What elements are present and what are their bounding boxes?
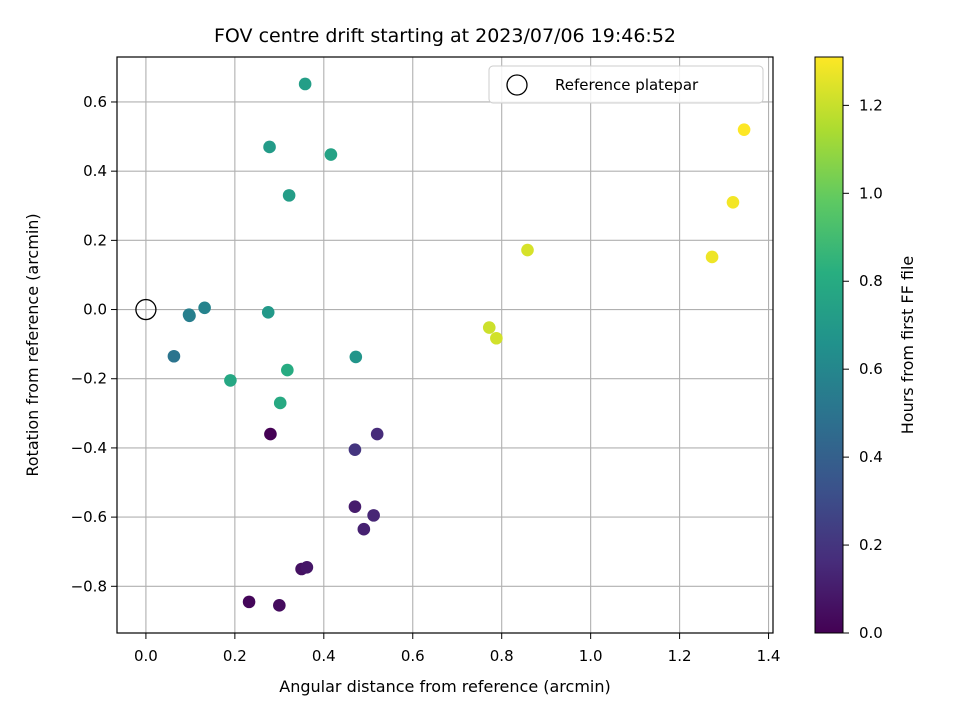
- data-point: [264, 427, 277, 441]
- data-point: [521, 243, 534, 257]
- x-tick-label: 1.4: [757, 647, 781, 665]
- x-tick-label: 1.0: [579, 647, 603, 665]
- data-point: [300, 560, 314, 574]
- colorbar-tick-label: 0.8: [859, 272, 883, 290]
- legend: Reference platepar: [488, 65, 764, 104]
- legend-marker-open-circle: [506, 74, 528, 96]
- y-tick-label: −0.2: [71, 370, 107, 388]
- data-point: [482, 321, 496, 334]
- data-point: [349, 350, 363, 364]
- data-point: [182, 308, 196, 322]
- x-axis-label: Angular distance from reference (arcmin): [279, 677, 610, 696]
- colorbar-ticks: 0.0 0.2 0.4 0.6 0.8 1.0 1.2: [843, 96, 883, 642]
- data-point: [367, 509, 380, 522]
- colorbar-tick-label: 0.0: [859, 624, 883, 642]
- x-tick-label: 1.2: [668, 647, 692, 665]
- colorbar-tick-label: 1.0: [859, 184, 883, 202]
- colorbar: [814, 56, 844, 634]
- data-point: [198, 301, 211, 315]
- plot-frame: [116, 56, 774, 634]
- y-tick-label: −0.6: [71, 508, 107, 526]
- data-point: [282, 189, 296, 202]
- data-point: [490, 331, 503, 345]
- data-point: [348, 443, 362, 456]
- colorbar-tick-label: 0.4: [859, 448, 883, 466]
- data-point: [705, 250, 719, 264]
- data-point: [298, 77, 312, 91]
- grid-lines: [117, 57, 773, 633]
- x-tick-label: 0.8: [490, 647, 514, 665]
- data-point: [370, 427, 384, 441]
- data-point: [726, 195, 740, 209]
- x-tick-label: 0.2: [223, 647, 247, 665]
- data-point: [167, 349, 181, 363]
- colorbar-tick-label: 0.6: [859, 360, 883, 378]
- y-tick-label: 0.0: [83, 301, 107, 319]
- data-point: [273, 599, 286, 612]
- colorbar-tick-label: 1.2: [859, 96, 883, 114]
- colorbar-label: Hours from first FF file: [898, 256, 917, 435]
- legend-box: [488, 65, 764, 104]
- x-tick-label: 0.0: [134, 647, 158, 665]
- colorbar-tick-label: 0.2: [859, 536, 883, 554]
- x-tick-label: 0.4: [312, 647, 336, 665]
- data-point: [737, 123, 751, 136]
- data-point: [261, 306, 275, 319]
- x-axis-ticks: 0.0 0.2 0.4 0.6 0.8 1.0 1.2 1.4: [134, 633, 781, 665]
- legend-label: Reference platepar: [555, 76, 699, 94]
- y-axis-label: Rotation from reference (arcmin): [23, 213, 42, 476]
- data-point: [224, 374, 237, 387]
- y-tick-label: 0.2: [83, 231, 107, 249]
- chart-title: FOV centre drift starting at 2023/07/06 …: [214, 25, 676, 47]
- y-tick-label: −0.8: [71, 577, 107, 595]
- data-point: [348, 500, 362, 514]
- x-tick-label: 0.6: [401, 647, 425, 665]
- data-point: [324, 148, 338, 161]
- data-point: [273, 396, 287, 410]
- data-point: [263, 140, 276, 154]
- data-point: [281, 363, 294, 377]
- y-tick-label: 0.4: [83, 162, 107, 180]
- y-axis-ticks: −0.8 −0.6 −0.4 −0.2 0.0 0.2 0.4 0.6: [71, 93, 117, 595]
- data-points: [135, 77, 751, 612]
- data-point: [357, 522, 371, 536]
- y-tick-label: 0.6: [83, 93, 107, 111]
- y-tick-label: −0.4: [71, 439, 107, 457]
- reference-platepar-marker: [135, 298, 157, 321]
- data-point: [242, 595, 256, 609]
